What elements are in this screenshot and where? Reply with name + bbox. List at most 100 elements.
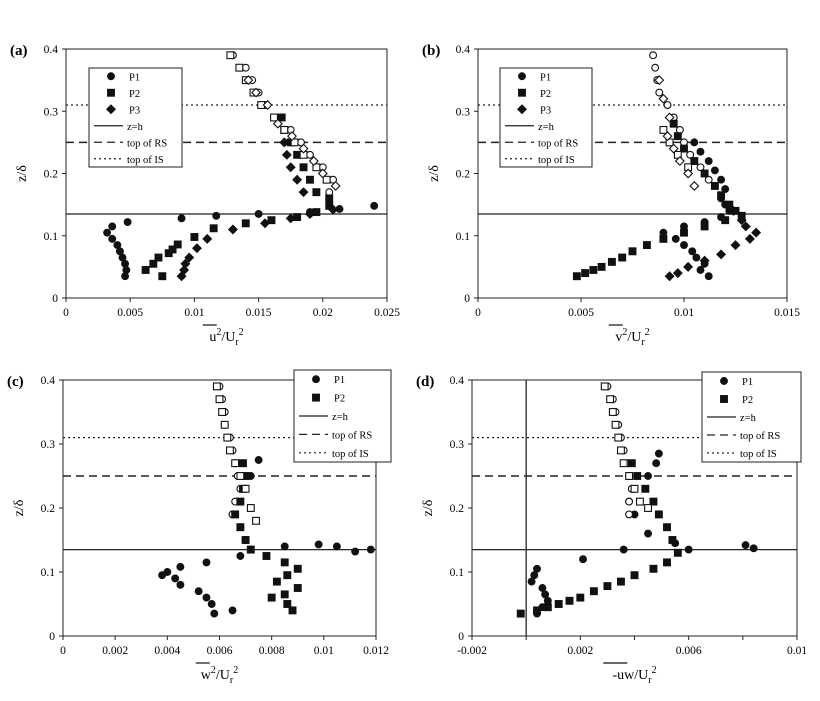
legend-marker-square bbox=[312, 393, 320, 402]
data-point bbox=[710, 182, 719, 190]
legend: P1 P2 z=h top of RS top of IS bbox=[293, 369, 392, 463]
data-point bbox=[279, 137, 290, 148]
data-point bbox=[543, 596, 552, 605]
data-point bbox=[635, 497, 644, 506]
data-point bbox=[351, 547, 360, 556]
data-point bbox=[154, 253, 163, 262]
x-axis-label: -uw/Ur2 bbox=[612, 665, 656, 686]
legend-label: top of IS bbox=[127, 155, 164, 166]
data-point bbox=[740, 221, 751, 232]
legend-label: P2 bbox=[129, 89, 140, 100]
data-point bbox=[576, 593, 585, 602]
data-point bbox=[227, 224, 238, 235]
data-point bbox=[541, 590, 550, 599]
x-tick-label: 0.01 bbox=[674, 307, 694, 319]
data-point bbox=[684, 545, 693, 554]
data-point bbox=[190, 233, 199, 241]
data-point bbox=[103, 228, 112, 237]
series-p1 bbox=[103, 201, 379, 281]
legend-label: z=h bbox=[740, 413, 757, 424]
data-point bbox=[191, 243, 202, 254]
y-tick-label: 0.2 bbox=[450, 503, 465, 515]
x-axis-label: w2/Ur2 bbox=[201, 665, 238, 686]
data-point bbox=[554, 600, 563, 608]
data-point bbox=[603, 582, 612, 591]
data-point bbox=[330, 180, 341, 191]
legend: P1 P2 P3 z=h top of RS top of IS bbox=[88, 67, 183, 168]
data-point bbox=[725, 200, 734, 209]
data-point bbox=[231, 459, 240, 468]
data-point bbox=[306, 150, 314, 159]
data-point bbox=[663, 101, 672, 109]
data-point bbox=[173, 240, 182, 249]
data-point bbox=[251, 87, 262, 98]
data-point bbox=[370, 201, 379, 210]
x-tick-label: 0.01 bbox=[184, 307, 204, 319]
panel-label: (b) bbox=[422, 43, 440, 59]
data-point bbox=[202, 558, 211, 567]
data-point bbox=[180, 258, 191, 269]
x-tick-label: 0.006 bbox=[676, 645, 702, 657]
legend-box bbox=[499, 67, 593, 168]
data-point bbox=[293, 584, 302, 592]
data-point bbox=[252, 516, 260, 525]
data-point bbox=[614, 433, 623, 442]
data-point bbox=[241, 536, 250, 544]
x-tick-label: 0.015 bbox=[774, 307, 800, 319]
data-point bbox=[287, 131, 297, 142]
data-point bbox=[270, 113, 278, 122]
data-point bbox=[241, 63, 250, 72]
y-tick-label: 0.4 bbox=[44, 44, 59, 56]
legend-label: top of RS bbox=[740, 431, 780, 442]
data-point bbox=[652, 459, 661, 468]
data-point bbox=[285, 213, 296, 224]
data-point bbox=[306, 175, 314, 184]
data-point bbox=[692, 253, 701, 262]
data-point bbox=[721, 185, 730, 194]
data-point bbox=[704, 272, 713, 281]
y-tick-label: 0.1 bbox=[456, 231, 471, 243]
data-point bbox=[176, 562, 185, 571]
data-point bbox=[298, 143, 309, 154]
legend-label: P3 bbox=[129, 105, 140, 116]
data-point bbox=[254, 456, 263, 464]
data-point bbox=[210, 609, 219, 618]
data-point bbox=[290, 138, 299, 147]
y-tick-label: 0.4 bbox=[41, 375, 56, 387]
data-point bbox=[304, 208, 315, 219]
data-point bbox=[716, 249, 727, 260]
data-point bbox=[633, 472, 642, 480]
legend-label: P2 bbox=[334, 394, 345, 405]
data-point bbox=[538, 584, 547, 592]
legend-label: top of RS bbox=[538, 138, 578, 149]
data-point bbox=[597, 262, 606, 271]
data-point bbox=[202, 233, 213, 244]
data-point bbox=[644, 504, 652, 512]
series-p2 bbox=[231, 459, 302, 615]
data-point bbox=[618, 253, 627, 262]
data-point bbox=[267, 216, 276, 225]
data-point bbox=[272, 118, 283, 129]
data-point bbox=[314, 540, 323, 549]
data-point bbox=[184, 252, 195, 263]
data-point bbox=[226, 51, 235, 60]
y-tick-label: 0 bbox=[52, 293, 58, 305]
data-point bbox=[236, 497, 245, 506]
chart-panel-b: 0 0.005 0.01 0.015 0 0.1 0.2 0.3 0.4 (b) z/δ v2/Ur2… bbox=[422, 43, 800, 348]
data-point bbox=[280, 558, 289, 567]
data-point bbox=[212, 211, 221, 220]
data-point bbox=[662, 131, 673, 142]
data-point bbox=[680, 228, 688, 237]
data-point bbox=[728, 205, 739, 216]
y-axis-label: z/δ bbox=[427, 165, 442, 182]
data-point bbox=[654, 75, 665, 86]
data-point bbox=[322, 175, 331, 184]
panel-label: (a) bbox=[10, 43, 28, 59]
data-point bbox=[672, 268, 683, 279]
data-point bbox=[241, 484, 250, 493]
legend-marker-circle bbox=[107, 72, 115, 81]
data-point bbox=[543, 603, 552, 612]
legend-label: top of IS bbox=[538, 155, 575, 166]
data-point bbox=[751, 227, 762, 238]
y-tick-label: 0.3 bbox=[456, 106, 471, 118]
